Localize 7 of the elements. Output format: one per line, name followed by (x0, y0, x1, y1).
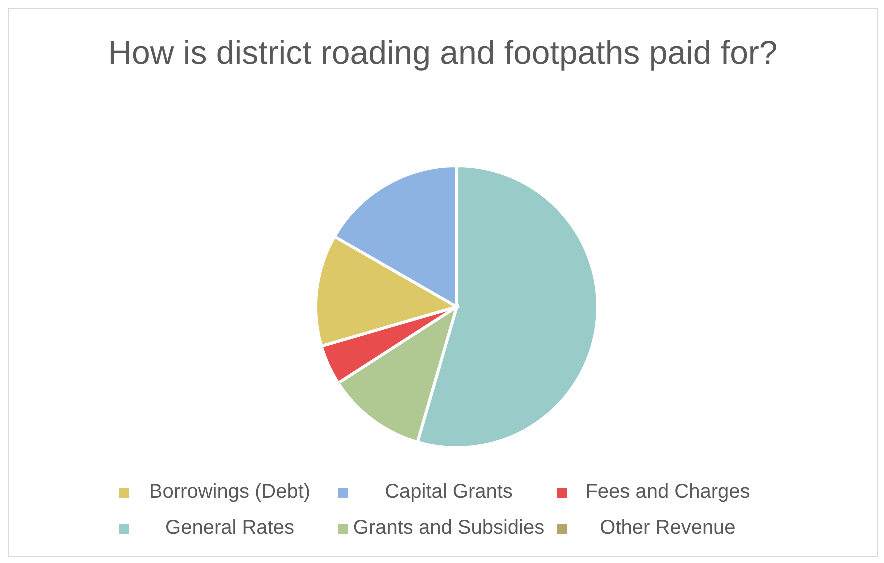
legend-label: Grants and Subsidies (352, 516, 546, 541)
legend-label: Other Revenue (599, 516, 737, 541)
legend-label: Capital Grants (384, 480, 514, 505)
legend-label: Borrowings (Debt) (148, 480, 312, 505)
legend-label: General Rates (164, 516, 296, 541)
chart-title: How is district roading and footpaths paid for? (107, 33, 779, 73)
legend-label: Fees and Charges (584, 480, 752, 505)
